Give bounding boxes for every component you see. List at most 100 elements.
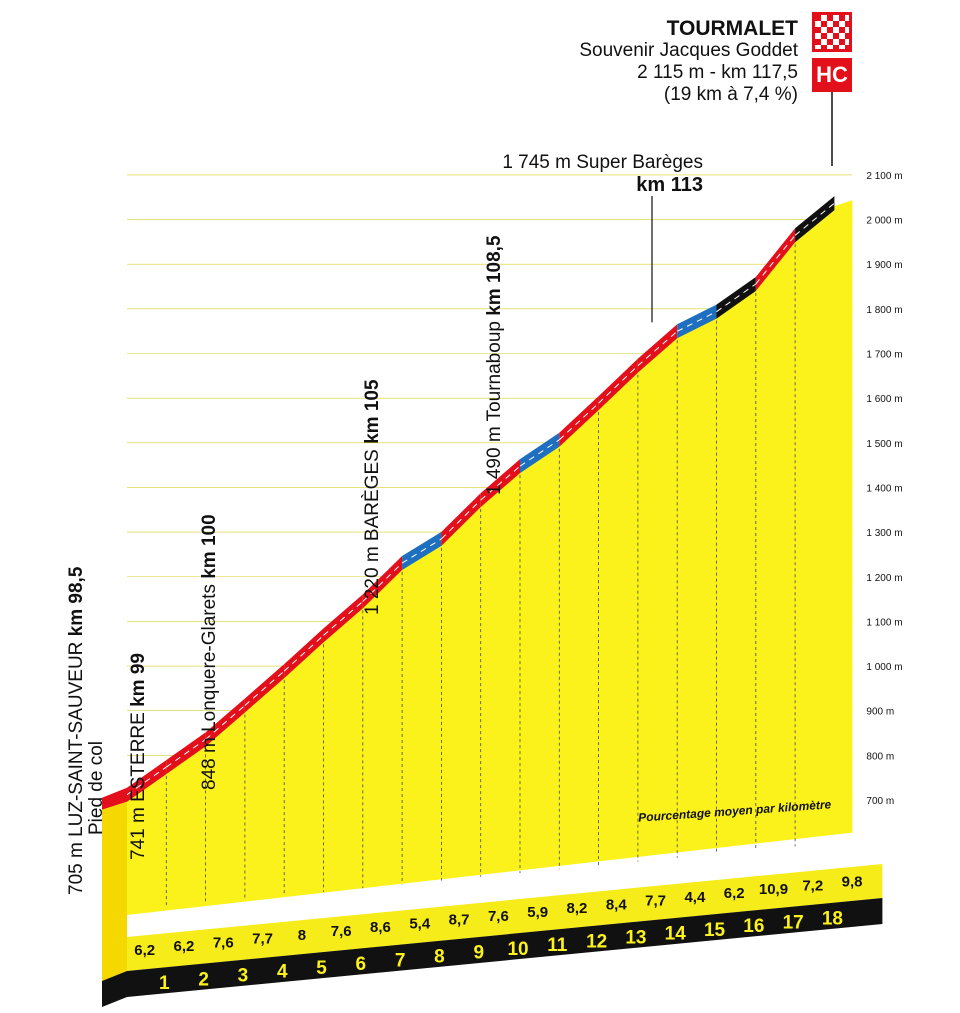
road-start-wedge bbox=[102, 787, 127, 810]
annotation-label: 705 m LUZ-SAINT-SAUVEUR km 98,5 bbox=[66, 566, 87, 895]
altitude-tick-label: 2 000 m bbox=[866, 216, 902, 227]
altitude-tick-label: 1 500 m bbox=[866, 439, 902, 450]
km-tick-label: 9 bbox=[473, 943, 484, 964]
km-tick-label: 2 bbox=[198, 969, 209, 990]
summit-info: TOURMALET Souvenir Jacques Goddet 2 115 … bbox=[579, 18, 798, 106]
gradient-label: 8,4 bbox=[606, 896, 628, 913]
summit-name: TOURMALET bbox=[666, 17, 798, 40]
km-tick-label: 7 bbox=[395, 950, 406, 971]
altitude-tick-label: 1 900 m bbox=[866, 260, 902, 271]
summit-altitude-km: 2 115 m - km 117,5 bbox=[637, 62, 798, 83]
gradient-label: 7,2 bbox=[802, 877, 823, 894]
gradient-strip bbox=[127, 863, 883, 971]
road-centerline bbox=[598, 365, 639, 404]
km-tick-label: 12 bbox=[586, 931, 607, 952]
annotation-name: 848 m Lonquere-Glarets bbox=[199, 579, 220, 790]
altitude-tick-label: 1 300 m bbox=[866, 528, 902, 539]
gradient-label: 4,4 bbox=[684, 889, 706, 906]
annotation-label: 848 m Lonquere-Glarets km 100 bbox=[199, 514, 220, 790]
gradient-label: 5,4 bbox=[409, 915, 431, 932]
annotation-km: km 98,5 bbox=[66, 566, 87, 636]
annotation-km: km 113 bbox=[636, 174, 703, 196]
road-centerline bbox=[716, 283, 757, 313]
km-tick-label: 16 bbox=[743, 916, 764, 937]
road-centerline bbox=[126, 766, 167, 796]
annotation-label: 1 220 m BARÈGES km 105 bbox=[362, 379, 383, 615]
road-segment bbox=[677, 304, 717, 339]
km-tick-label: 10 bbox=[507, 939, 528, 960]
altitude-axis: 700 m 800 m 900 m 1 000 m 1 100 m 1 200 m 1 30… bbox=[866, 171, 902, 807]
km-axis: 1 2 3 4 5 6 7 8 9 10 11 12 13 14 15 16 17 18 bbox=[159, 909, 843, 995]
base-front-black bbox=[102, 971, 127, 1007]
km-dashed-lines bbox=[165, 244, 796, 908]
category-badge: HC bbox=[812, 58, 852, 92]
annotation-label: 741 m ESTERRE km 99 bbox=[128, 653, 149, 860]
road-centerline bbox=[441, 499, 482, 540]
km-tick-label: 4 bbox=[277, 962, 288, 983]
altitude-tick-label: 1 800 m bbox=[866, 305, 902, 316]
road-centerline bbox=[480, 465, 521, 501]
summit-subtitle: Souvenir Jacques Goddet bbox=[579, 40, 798, 61]
gradient-label: 9,8 bbox=[842, 874, 863, 891]
gradient-label: 7,6 bbox=[488, 908, 509, 925]
km-tick-label: 5 bbox=[316, 958, 327, 979]
km-tick-label: 3 bbox=[238, 966, 249, 987]
km-tick-label: 15 bbox=[704, 920, 726, 941]
annotation-km: km 99 bbox=[128, 653, 149, 707]
km-tick-label: 1 bbox=[159, 973, 170, 994]
km-tick-label: 8 bbox=[434, 947, 445, 968]
altitude-tick-label: 1 400 m bbox=[866, 483, 902, 494]
gradient-label: 6,2 bbox=[174, 938, 195, 955]
summit-climb-summary: (19 km à 7,4 %) bbox=[663, 84, 798, 105]
annotation-km: km 100 bbox=[199, 514, 220, 578]
altitude-tick-label: 700 m bbox=[866, 796, 894, 807]
road-centerline bbox=[362, 562, 403, 602]
altitude-tick-label: 2 100 m bbox=[866, 171, 902, 182]
road-centerline bbox=[323, 601, 364, 636]
altitude-tick-label: 1 700 m bbox=[866, 350, 902, 361]
profile-base bbox=[102, 801, 883, 1007]
gradient-label: 8,6 bbox=[370, 919, 391, 936]
road-centerline bbox=[676, 311, 717, 332]
annotation-name: 1 745 m Super Barèges bbox=[502, 152, 703, 173]
gradient-label: 5,9 bbox=[527, 904, 548, 921]
gradient-labels: 6,2 6,2 7,6 7,7 8 7,6 8,6 5,4 8,7 7,6 5,9 8,2 8,4 7,7… bbox=[134, 874, 862, 959]
km-tick-label: 18 bbox=[822, 909, 843, 930]
gradient-label: 8 bbox=[298, 927, 306, 944]
gradient-label: 7,7 bbox=[645, 893, 666, 910]
road-centerline bbox=[558, 402, 599, 441]
annotation-label: 1 490 m Tournaboup km 108,5 bbox=[484, 235, 505, 495]
road-centerline bbox=[283, 634, 324, 672]
road-centerline bbox=[637, 330, 678, 367]
altitude-tick-label: 1 100 m bbox=[866, 617, 902, 628]
road-centerline bbox=[794, 202, 835, 236]
gradient-label: 7,7 bbox=[252, 931, 273, 948]
road-centerline bbox=[401, 538, 442, 564]
altitude-tick-label: 900 m bbox=[866, 707, 894, 718]
km-tick-label: 14 bbox=[665, 924, 687, 945]
road-centerline bbox=[166, 738, 206, 768]
km-tick-label: 6 bbox=[356, 954, 367, 975]
gradient-label: 6,2 bbox=[724, 885, 745, 902]
annotation-extra: Pied de col bbox=[86, 741, 107, 835]
annotation-name: 741 m ESTERRE bbox=[128, 707, 149, 860]
road-segment bbox=[755, 228, 796, 291]
gradient-label: 7,6 bbox=[213, 934, 234, 951]
gradient-label: 6,2 bbox=[134, 942, 155, 959]
annotation-km: km 105 bbox=[362, 379, 383, 444]
gradient-label: 7,6 bbox=[331, 923, 352, 940]
annotation-name: 1 220 m BARÈGES bbox=[362, 444, 383, 615]
profile-fill bbox=[127, 200, 853, 915]
altitude-tick-label: 800 m bbox=[866, 751, 894, 762]
km-tick-label: 11 bbox=[547, 935, 568, 956]
altitude-tick-label: 1 600 m bbox=[866, 394, 902, 405]
road-centerline bbox=[244, 670, 285, 706]
km-tick-label: 17 bbox=[783, 912, 804, 933]
gradient-label: 8,7 bbox=[449, 912, 470, 929]
annotation-name: 705 m LUZ-SAINT-SAUVEUR bbox=[66, 636, 87, 895]
road-centerline bbox=[519, 439, 560, 467]
profile-road bbox=[102, 196, 835, 810]
checkered-flag-icon bbox=[812, 12, 852, 52]
